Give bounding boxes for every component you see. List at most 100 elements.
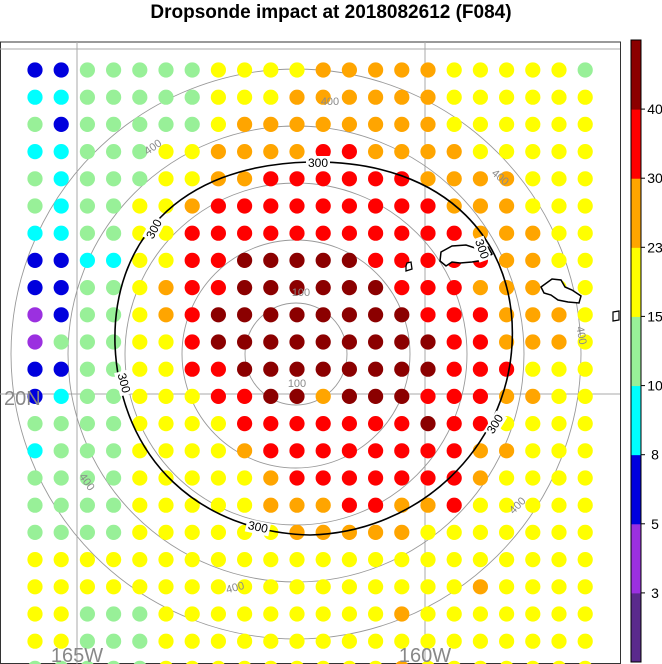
impact-dot (394, 416, 410, 432)
impact-dot (577, 497, 593, 513)
impact-dot (315, 334, 331, 350)
impact-dot (53, 116, 69, 132)
impact-dot (446, 633, 462, 649)
impact-dot (394, 470, 410, 486)
impact-dot (53, 416, 69, 432)
impact-dot (79, 89, 95, 105)
impact-dot (237, 470, 253, 486)
impact-dot (525, 89, 541, 105)
impact-dot (394, 334, 410, 350)
impact-dot (210, 470, 226, 486)
impact-dot (79, 116, 95, 132)
impact-dot (79, 62, 95, 78)
impact-dot (263, 633, 279, 649)
impact-dot (289, 388, 305, 404)
impact-dot (237, 225, 253, 241)
impact-dot (499, 579, 515, 595)
impact-dot (289, 144, 305, 160)
impact-dot (79, 198, 95, 214)
impact-dot (132, 470, 148, 486)
impact-dot (132, 252, 148, 268)
impact-dot (315, 524, 331, 541)
impact-dot (472, 62, 488, 78)
impact-dot (289, 62, 305, 78)
impact-dot (27, 416, 43, 432)
impact-dot (289, 579, 305, 595)
impact-dot (315, 171, 331, 187)
impact-dot (577, 116, 593, 132)
impact-dot (368, 171, 384, 187)
impact-dot (53, 552, 69, 568)
impact-dot (341, 497, 357, 513)
impact-dot (420, 252, 436, 268)
impact-dot (132, 198, 148, 214)
impact-dot (525, 579, 541, 595)
impact-dot (210, 307, 226, 323)
impact-dot (27, 334, 43, 350)
impact-dot (446, 144, 462, 160)
impact-dot (237, 334, 253, 350)
impact-dot (210, 443, 226, 459)
impact-dot (525, 524, 541, 541)
impact-dot (158, 443, 174, 459)
impact-dot (184, 388, 200, 404)
impact-dot (158, 334, 174, 350)
colorbar-swatch (631, 523, 641, 594)
impact-dot (420, 198, 436, 214)
impact-dot (420, 443, 436, 459)
impact-dot (210, 416, 226, 432)
impact-dot (132, 361, 148, 377)
impact-dot (158, 252, 174, 268)
impact-dot (237, 280, 253, 296)
impact-dot (577, 524, 593, 541)
impact-dot (184, 361, 200, 377)
impact-dot (53, 171, 69, 187)
impact-dot (446, 280, 462, 296)
impact-dot (368, 252, 384, 268)
impact-dot (263, 252, 279, 268)
impact-dot (315, 307, 331, 323)
impact-dot (551, 89, 567, 105)
contour-label-300-bottom: 300 (247, 518, 270, 536)
impact-dot (420, 579, 436, 595)
impact-dot (210, 62, 226, 78)
impact-dot (79, 307, 95, 323)
impact-dot (577, 443, 593, 459)
impact-dot (210, 280, 226, 296)
impact-dot (79, 171, 95, 187)
impact-dot (551, 497, 567, 513)
impact-dot (472, 361, 488, 377)
impact-dot (577, 579, 593, 595)
impact-dot (551, 307, 567, 323)
impact-dot (394, 225, 410, 241)
impact-dot (212, 660, 225, 664)
impact-dot (289, 633, 305, 649)
impact-dot (106, 552, 122, 568)
impact-dot (53, 144, 69, 160)
impact-dot (525, 307, 541, 323)
impact-dot (210, 89, 226, 105)
impact-dot (158, 361, 174, 377)
impact-dot (420, 633, 436, 649)
colorbar-tick-label: 5 (651, 516, 659, 532)
impact-dot (133, 660, 146, 664)
impact-dot (158, 307, 174, 323)
impact-dot (132, 443, 148, 459)
impact-dot (132, 62, 148, 78)
impact-dot (525, 388, 541, 404)
impact-dot (577, 416, 593, 432)
impact-dot (106, 171, 122, 187)
impact-dot (577, 606, 593, 622)
impact-dot (79, 606, 95, 622)
impact-dot (525, 443, 541, 459)
impact-dot (237, 62, 253, 78)
impact-dot (184, 280, 200, 296)
impact-dot (81, 660, 94, 664)
impact-dot (237, 307, 253, 323)
impact-dot (27, 225, 43, 241)
impact-dot (263, 497, 279, 513)
impact-dot (79, 416, 95, 432)
impact-dot (551, 443, 567, 459)
impact-dot (472, 443, 488, 459)
ring-label-400-s: 400 (225, 580, 246, 596)
